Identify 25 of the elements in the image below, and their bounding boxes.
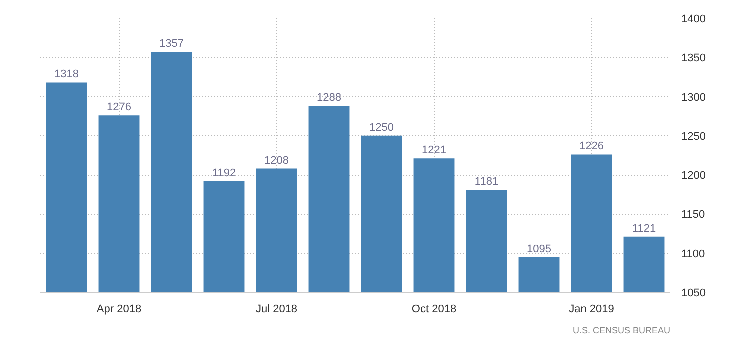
- y-tick-label: 1250: [682, 130, 706, 143]
- y-tick-label: 1400: [682, 14, 706, 26]
- data-label: 1221: [422, 144, 446, 157]
- data-label: 1226: [580, 140, 604, 153]
- x-tick-label: Jul 2018: [256, 304, 298, 316]
- data-label: 1095: [527, 243, 552, 256]
- y-tick-label: 1200: [682, 170, 706, 182]
- x-tick-label: Jan 2019: [569, 304, 614, 316]
- data-label: 1276: [107, 102, 132, 114]
- x-tick-label: Oct 2018: [412, 304, 457, 316]
- x-tick-label: Apr 2018: [96, 304, 142, 316]
- y-tick-label: 1100: [682, 248, 706, 260]
- y-tick-label: 1050: [682, 288, 706, 300]
- data-label: 1192: [212, 167, 236, 180]
- text: U.S. CENSUS BUREAU: [572, 326, 671, 336]
- y-tick-label: 1350: [682, 52, 706, 65]
- data-label: 1121: [632, 222, 656, 235]
- data-label: 1318: [54, 68, 79, 81]
- data-label: 1181: [474, 176, 499, 188]
- data-label: 1250: [370, 122, 394, 134]
- data-label: 1208: [264, 154, 289, 167]
- data-label: 1357: [160, 38, 184, 50]
- y-tick-label: 1300: [682, 92, 706, 104]
- y-tick-label: 1150: [682, 209, 706, 222]
- data-label: 1288: [317, 92, 342, 104]
